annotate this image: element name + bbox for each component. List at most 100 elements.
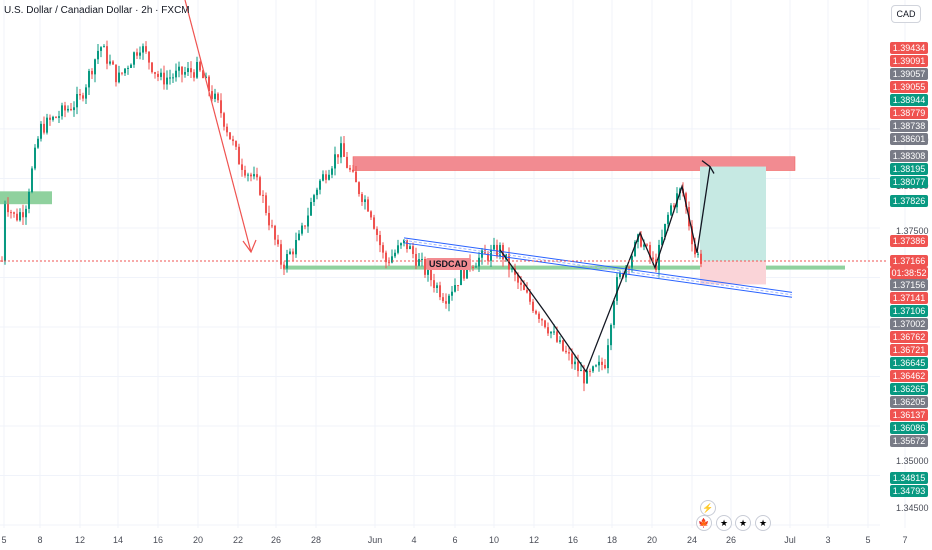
candle-body (184, 72, 186, 75)
us-flag-icon[interactable]: ★ (716, 515, 732, 531)
candle-body (544, 320, 546, 328)
candle-body (319, 180, 321, 190)
price-label: 1.35672 (890, 435, 928, 447)
candle-body (349, 167, 351, 170)
time-axis-tick: 12 (74, 535, 86, 545)
candle-body (445, 301, 447, 304)
candle-body (271, 225, 273, 227)
candle-body (103, 46, 105, 48)
candle-body (691, 226, 693, 245)
candle-body (436, 285, 438, 288)
candle-body (205, 76, 207, 79)
candle-body (253, 174, 255, 177)
candle-body (115, 64, 117, 83)
candle-body (7, 204, 9, 213)
candle-body (193, 72, 195, 78)
resistance-zone (352, 156, 796, 171)
candle-body (112, 61, 114, 65)
candle-body (157, 73, 159, 77)
candle-body (40, 123, 42, 139)
candle-body (652, 257, 654, 260)
candle-body (340, 143, 342, 158)
price-label: 1.36205 (890, 396, 928, 408)
time-axis-tick: Jul (784, 535, 796, 545)
candle-body (121, 72, 123, 74)
candle-body (136, 52, 138, 56)
candle-body (541, 318, 543, 321)
candle-body (382, 245, 384, 253)
candle-body (106, 46, 108, 64)
candle-body (646, 244, 648, 246)
symbol-annotation[interactable]: USDCAD (426, 258, 471, 270)
candle-body (478, 257, 480, 267)
price-label: 1.38779 (890, 107, 928, 119)
candle-body (295, 240, 297, 255)
candle-body (358, 182, 360, 195)
us-flag-icon[interactable]: ★ (755, 515, 771, 531)
candle-body (97, 50, 99, 60)
price-label: 1.37386 (890, 235, 928, 247)
candle-body (379, 234, 381, 246)
candle-body (472, 266, 474, 268)
lightning-icon[interactable]: ⚡ (700, 500, 716, 516)
candle-body (619, 273, 621, 278)
pattern-path (499, 166, 711, 373)
candle-body (520, 282, 522, 285)
candle-body (343, 143, 345, 157)
candle-body (412, 246, 414, 254)
candle-body (421, 259, 423, 261)
candle-body (154, 72, 156, 74)
candle-body (460, 269, 462, 286)
candle-body (331, 168, 333, 175)
candle-body (238, 146, 240, 165)
candle-body (232, 139, 234, 142)
candle-body (142, 46, 144, 53)
candle-body (553, 331, 555, 333)
time-axis-tick: 6 (452, 535, 458, 545)
time-axis-tick: 18 (606, 535, 618, 545)
currency-button[interactable]: CAD (891, 5, 921, 23)
candle-body (301, 225, 303, 234)
candle-body (22, 212, 24, 218)
price-axis-tick: 1.35000 (896, 456, 929, 466)
candle-body (190, 68, 192, 73)
us-flag-icon[interactable]: ★ (735, 515, 751, 531)
candle-body (199, 62, 201, 71)
symbol-title[interactable]: U.S. Dollar / Canadian Dollar · 2h · FXC… (4, 5, 190, 16)
candle-body (217, 93, 219, 101)
price-label: 1.37166 (890, 255, 928, 267)
candle-body (700, 253, 702, 264)
candle-body (448, 295, 450, 304)
candle-body (493, 244, 495, 250)
price-label: 1.38738 (890, 120, 928, 132)
candle-body (58, 116, 60, 118)
time-axis-tick: 26 (270, 535, 282, 545)
candle-body (388, 262, 390, 264)
price-label: 1.37106 (890, 305, 928, 317)
candle-body (427, 268, 429, 275)
candle-body (70, 108, 72, 111)
candle-body (31, 168, 33, 192)
candle-body (580, 369, 582, 372)
price-label: 1.38601 (890, 133, 928, 145)
candle-body (4, 204, 6, 261)
candle-body (169, 77, 171, 79)
candle-body (550, 331, 552, 334)
candle-body (610, 324, 612, 346)
candle-body (181, 66, 183, 75)
candle-body (538, 313, 540, 319)
time-axis-tick: 3 (825, 535, 831, 545)
candle-body (37, 138, 39, 148)
candle-body (274, 225, 276, 240)
candle-body (673, 205, 675, 208)
candle-body (49, 117, 51, 120)
price-label: 1.38308 (890, 150, 928, 162)
candle-body (397, 245, 399, 253)
time-axis-tick: 5 (865, 535, 871, 545)
ca-flag-icon[interactable]: 🍁 (696, 515, 712, 531)
price-label: 1.34793 (890, 485, 928, 497)
stop-zone (700, 261, 766, 285)
candle-body (451, 291, 453, 296)
candle-body (487, 253, 489, 261)
